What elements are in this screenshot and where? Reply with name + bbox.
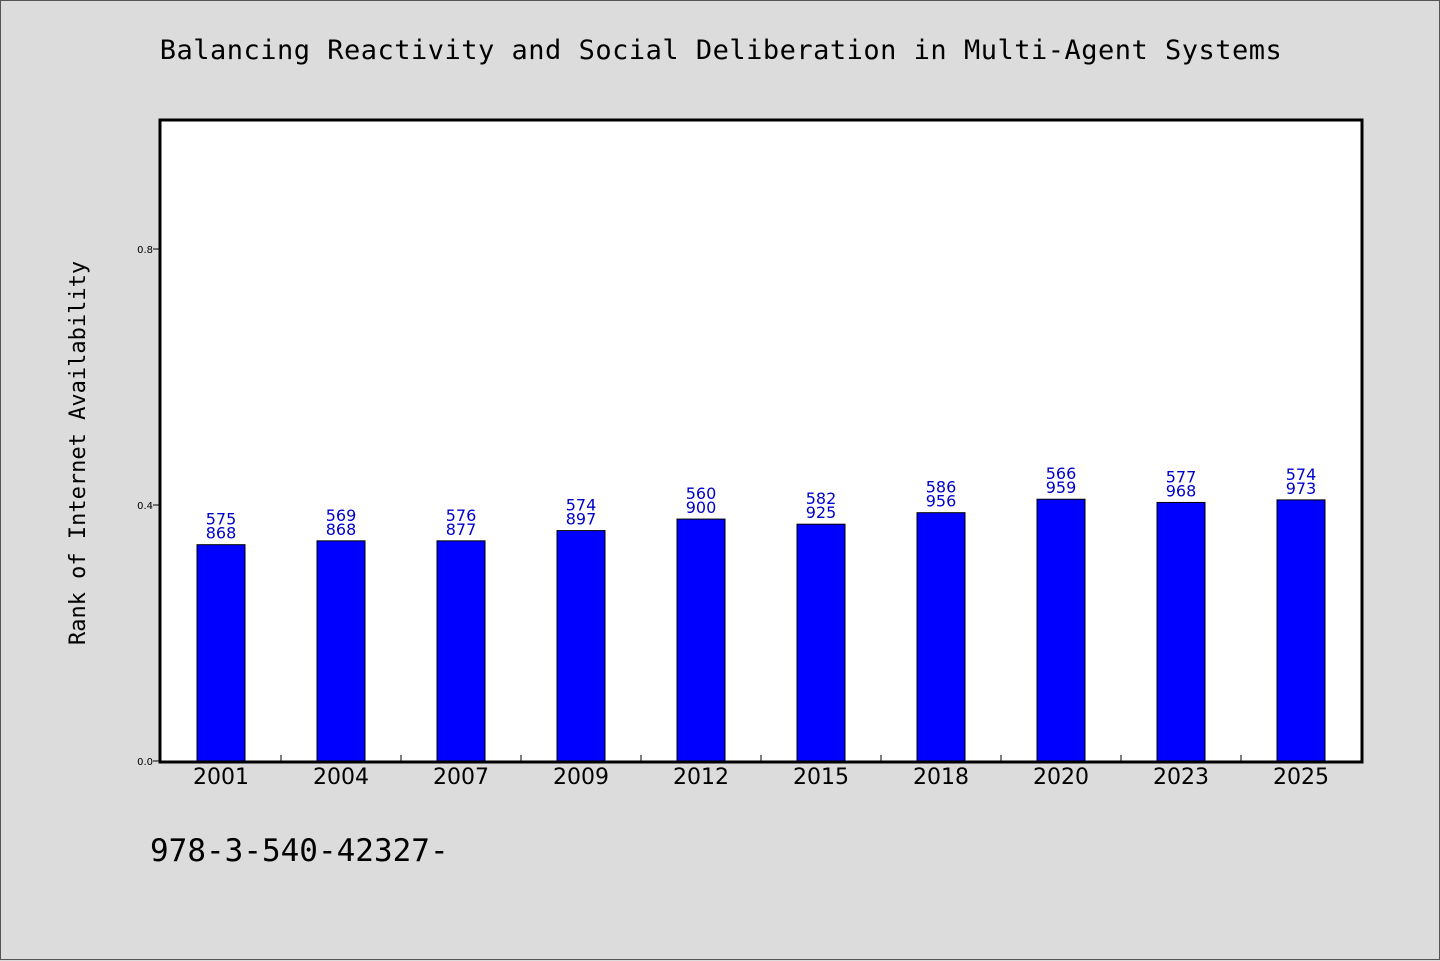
- y-axis-label: Rank of Internet Availability: [66, 261, 91, 645]
- x-tick-label: 2015: [793, 765, 849, 790]
- x-tick-label: 2020: [1033, 765, 1089, 790]
- data-label: 576: [446, 506, 477, 525]
- y-tick-label: 0.4: [137, 501, 153, 512]
- data-label: 868: [206, 524, 237, 543]
- bar: [556, 530, 606, 762]
- x-tick-label: 2007: [433, 765, 489, 790]
- bar: [1276, 499, 1326, 762]
- bar: [196, 544, 246, 762]
- bar: [1036, 498, 1086, 762]
- bar: [1156, 501, 1206, 762]
- x-tick-label: 2004: [313, 765, 369, 790]
- x-tick-label: 2018: [913, 765, 969, 790]
- chart-title: Balancing Reactivity and Social Delibera…: [159, 35, 1283, 66]
- y-tick-label: 0.0: [137, 757, 153, 768]
- x-tick-label: 2001: [193, 765, 249, 790]
- data-label: 897: [566, 510, 597, 529]
- data-label: 574: [566, 496, 597, 515]
- data-label: 577: [1166, 467, 1197, 486]
- x-tick-label: 2012: [673, 765, 729, 790]
- data-label: 925: [806, 503, 837, 522]
- y-tick-label: 0.8: [137, 245, 153, 256]
- data-label: 574: [1286, 465, 1317, 484]
- data-label: 560: [686, 484, 717, 503]
- bar: [436, 540, 486, 762]
- data-label: 877: [446, 520, 477, 539]
- footnote: 978-3-540-42327-: [150, 833, 449, 869]
- data-label: 868: [326, 520, 357, 539]
- data-label: 956: [926, 492, 957, 511]
- data-label: 566: [1046, 464, 1077, 483]
- x-tick-label: 2023: [1153, 765, 1209, 790]
- data-label: 586: [926, 478, 957, 497]
- bar: [316, 540, 366, 762]
- data-label: 959: [1046, 478, 1077, 497]
- bar: [796, 523, 846, 762]
- data-label: 582: [806, 489, 837, 508]
- bar: [676, 518, 726, 762]
- data-label: 569: [326, 506, 357, 525]
- x-tick-label: 2009: [553, 765, 609, 790]
- data-label: 900: [686, 498, 717, 517]
- bar: [916, 512, 966, 762]
- data-label: 575: [206, 510, 237, 529]
- data-label: 973: [1286, 479, 1317, 498]
- data-label: 968: [1166, 481, 1197, 500]
- x-tick-label: 2025: [1273, 765, 1329, 790]
